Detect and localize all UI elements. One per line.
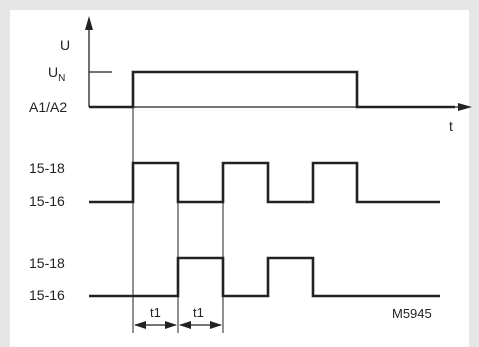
t1-second-arrow-right [210, 321, 222, 329]
diagram-panel [10, 10, 469, 347]
figure-code: M5945 [392, 306, 432, 321]
t1-first-label: t1 [150, 305, 161, 320]
u-axis-label: U [60, 37, 70, 53]
t1-second-label: t1 [193, 305, 204, 320]
t1-first-arrow-right [165, 321, 177, 329]
supply-waveform [89, 70, 455, 109]
contact1-low-label: 15-16 [29, 193, 65, 209]
t1-first-arrow-left [134, 321, 146, 329]
un-label: UN [48, 64, 65, 84]
time-axis-label: t [449, 118, 453, 134]
supply-label: A1/A2 [29, 99, 67, 115]
un-label-main: U [48, 64, 58, 80]
contact1-waveform [89, 161, 440, 204]
contact2-waveform [89, 256, 440, 298]
contact2-high-label: 15-18 [29, 255, 65, 271]
t1-second-arrow-left [179, 321, 191, 329]
contact1-high-label: 15-18 [29, 160, 65, 176]
u-axis-arrow [85, 16, 93, 30]
un-label-subscript: N [58, 73, 65, 84]
time-axis-arrow [458, 103, 472, 111]
contact2-low-label: 15-16 [29, 287, 65, 303]
